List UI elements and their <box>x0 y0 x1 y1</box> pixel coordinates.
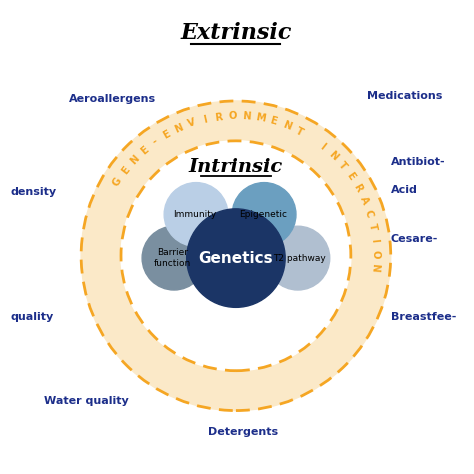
Text: Detergents: Detergents <box>208 427 278 437</box>
Text: N: N <box>370 264 380 273</box>
Text: N: N <box>173 122 185 135</box>
Circle shape <box>187 209 285 307</box>
Text: Water quality: Water quality <box>44 396 128 406</box>
Circle shape <box>121 141 351 371</box>
Text: Intrinsic: Intrinsic <box>189 158 283 176</box>
Text: T: T <box>336 160 348 171</box>
Text: N: N <box>327 149 339 162</box>
Text: Barrier
function: Barrier function <box>154 248 191 268</box>
Text: Aeroallergens: Aeroallergens <box>69 94 156 104</box>
Text: Breastfee-: Breastfee- <box>391 312 456 322</box>
Text: density: density <box>11 187 57 198</box>
Text: A: A <box>358 195 370 206</box>
Text: Antibiot-: Antibiot- <box>391 157 446 167</box>
Text: Medications: Medications <box>367 91 443 101</box>
Text: V: V <box>187 118 197 129</box>
Text: E: E <box>345 171 357 182</box>
Text: M: M <box>255 112 266 124</box>
Text: I: I <box>369 238 380 243</box>
Text: N: N <box>242 111 251 122</box>
Text: E: E <box>269 116 278 127</box>
Text: Genetics: Genetics <box>199 251 273 265</box>
Text: E: E <box>162 128 172 140</box>
Text: Epigenetic: Epigenetic <box>239 210 287 219</box>
Text: O: O <box>370 250 381 258</box>
Text: O: O <box>228 111 237 121</box>
Text: quality: quality <box>11 312 54 322</box>
Text: C: C <box>363 209 375 219</box>
Text: Immunity: Immunity <box>173 210 217 219</box>
Circle shape <box>232 182 296 246</box>
Text: T2 pathway: T2 pathway <box>273 254 326 263</box>
Text: E: E <box>138 145 150 156</box>
Circle shape <box>164 182 228 246</box>
Circle shape <box>81 101 391 410</box>
Circle shape <box>142 226 206 290</box>
Text: Cesare-: Cesare- <box>391 234 438 244</box>
Text: E: E <box>119 165 131 176</box>
Text: N: N <box>128 154 141 166</box>
Text: N: N <box>281 119 292 132</box>
Text: -: - <box>151 137 160 147</box>
Text: G: G <box>111 176 124 188</box>
Text: T: T <box>367 222 378 231</box>
Text: I: I <box>202 114 208 125</box>
Circle shape <box>266 226 330 290</box>
Text: I: I <box>318 141 327 151</box>
Text: Acid: Acid <box>391 185 418 195</box>
Text: R: R <box>352 182 364 194</box>
Text: R: R <box>215 112 223 123</box>
Text: Extrinsic: Extrinsic <box>180 22 292 44</box>
Text: T: T <box>294 126 305 137</box>
